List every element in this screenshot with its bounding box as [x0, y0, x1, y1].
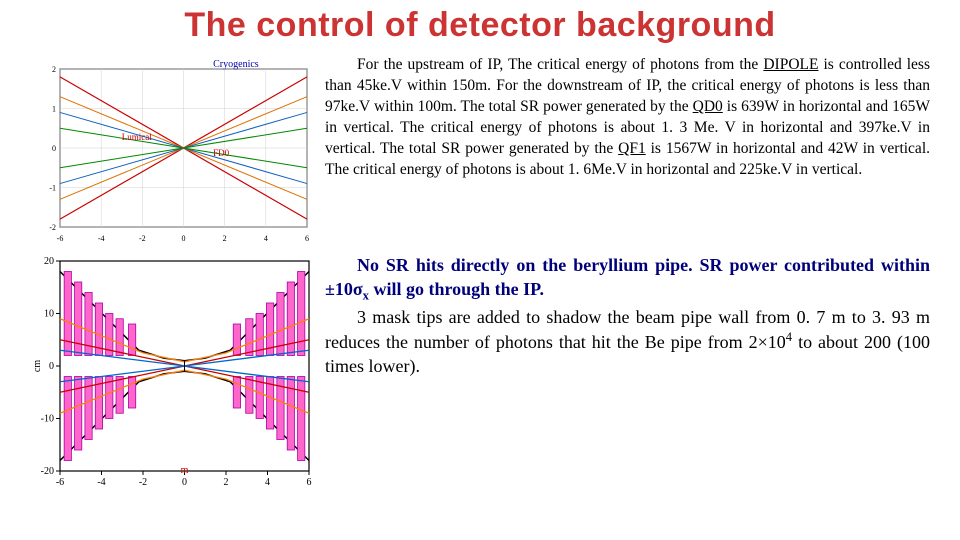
paragraph-sr-power: For the upstream of IP, The critical ene…	[325, 55, 930, 245]
svg-text:6: 6	[305, 234, 309, 243]
svg-text:Cryogenics: Cryogenics	[213, 59, 259, 70]
svg-text:m: m	[181, 465, 189, 476]
svg-text:0: 0	[182, 477, 187, 488]
svg-text:1: 1	[52, 105, 56, 114]
svg-text:Lumical: Lumical	[122, 132, 152, 142]
figure-optics-top: -6 -4 -2 0 2 4 6 -2 -1 0 1 2 Cryogenics Lumical FD0	[30, 55, 315, 245]
figure-ir-layout: -6-4-20246-20-1001020mcm	[30, 253, 315, 491]
svg-text:-6: -6	[57, 234, 64, 243]
svg-text:6: 6	[307, 477, 312, 488]
svg-text:20: 20	[44, 256, 54, 267]
svg-text:-10: -10	[41, 414, 54, 425]
svg-text:-20: -20	[41, 466, 54, 477]
svg-text:FD0: FD0	[213, 148, 230, 158]
svg-text:0: 0	[182, 234, 186, 243]
svg-text:4: 4	[264, 234, 268, 243]
svg-text:4: 4	[265, 477, 270, 488]
svg-text:-1: -1	[49, 184, 56, 193]
svg-text:-4: -4	[98, 234, 105, 243]
svg-text:0: 0	[52, 144, 56, 153]
svg-text:2: 2	[224, 477, 229, 488]
slide-title: The control of detector background	[30, 6, 930, 45]
svg-text:2: 2	[223, 234, 227, 243]
svg-text:-2: -2	[139, 234, 146, 243]
svg-text:2: 2	[52, 65, 56, 74]
svg-text:-2: -2	[139, 477, 147, 488]
svg-text:-4: -4	[97, 477, 105, 488]
svg-text:10: 10	[44, 309, 54, 320]
svg-text:cm: cm	[32, 360, 43, 372]
svg-text:-2: -2	[49, 223, 56, 232]
svg-text:-6: -6	[56, 477, 64, 488]
paragraph-mask-tips: No SR hits directly on the beryllium pip…	[325, 253, 930, 491]
svg-text:0: 0	[49, 361, 54, 372]
